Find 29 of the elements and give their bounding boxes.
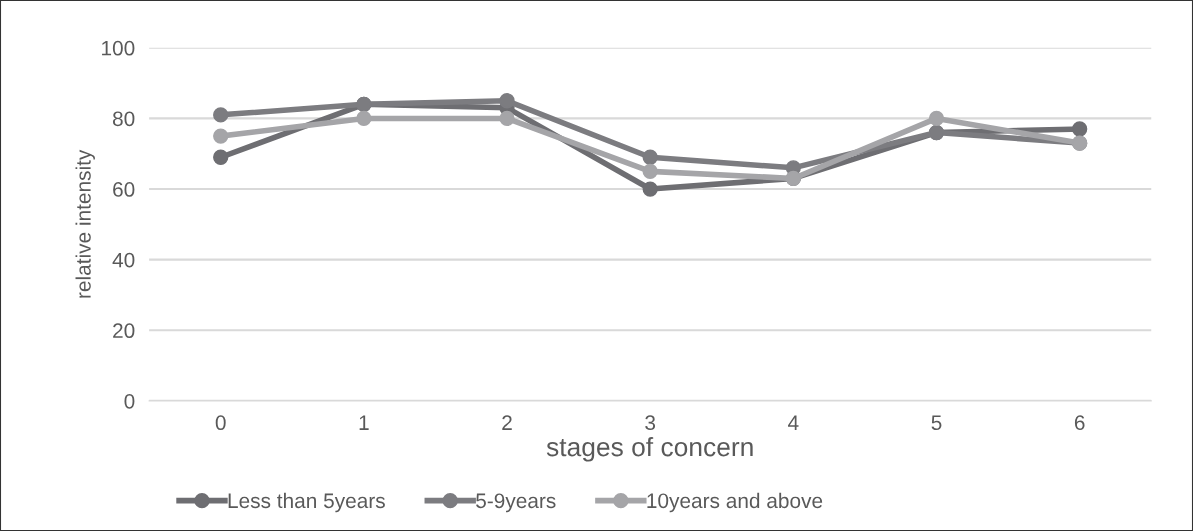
- legend-label: 5-9years: [476, 493, 556, 513]
- y-tick-label: 40: [112, 252, 135, 268]
- point: [499, 110, 515, 127]
- y-tick-label: 0: [124, 393, 135, 409]
- point: [213, 128, 229, 144]
- point: [499, 93, 515, 109]
- legend-label: Less than 5years: [228, 492, 385, 513]
- y-axis-title: relative intensity: [75, 149, 95, 298]
- y-tick-label: 60: [113, 182, 135, 197]
- legend-label: 10years and above: [647, 492, 823, 513]
- x-tick-label: 1: [359, 415, 369, 430]
- y-tick-label: 100: [102, 40, 135, 56]
- point: [356, 110, 372, 127]
- point: [642, 181, 658, 197]
- x-tick-label: 2: [502, 415, 512, 430]
- point: [928, 110, 945, 127]
- x-tick-label: 0: [215, 415, 226, 431]
- x-tick-label: 5: [931, 415, 942, 431]
- y-tick-label: 20: [113, 323, 135, 339]
- x-tick-label: 6: [1074, 415, 1085, 431]
- y-tick-label: 80: [112, 111, 135, 127]
- x-axis-title: stages of concern: [546, 437, 753, 462]
- x-tick-label: 3: [645, 415, 656, 431]
- point: [213, 149, 229, 165]
- point: [213, 107, 229, 123]
- point: [1072, 121, 1088, 137]
- point: [642, 149, 658, 165]
- point: [642, 163, 658, 180]
- x-tick-label: 4: [788, 415, 799, 430]
